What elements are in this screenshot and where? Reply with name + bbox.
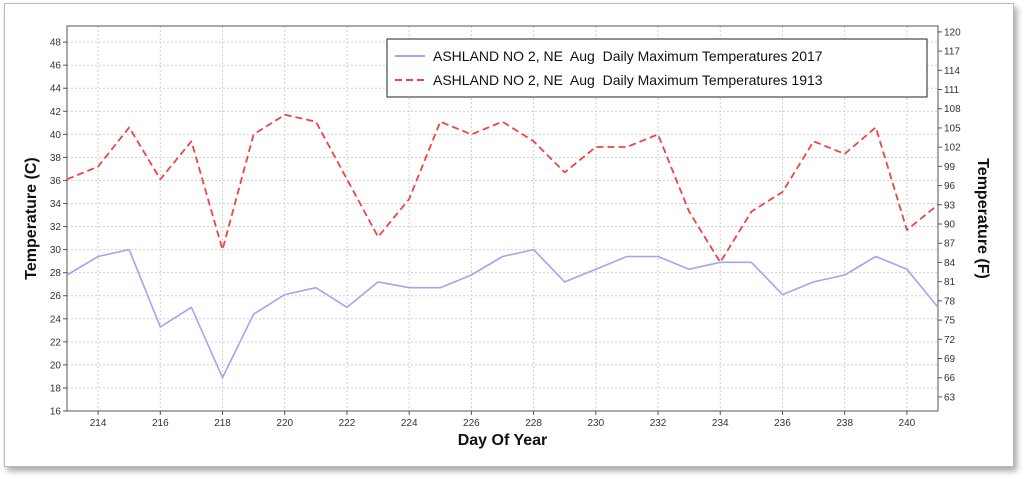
chart-frame: 16 18 20 22 24 26 28 30 32 34 36 38 40 42 44 46 48 63 66 6… [4, 3, 1014, 467]
y-right-tick-label: 105 [944, 123, 961, 134]
series-line-2017 [66, 248, 939, 379]
y-axis-title-right: Temperature (F) [974, 158, 991, 279]
y-tick-label: 26 [50, 291, 62, 302]
y-right-tick-label: 87 [944, 239, 956, 250]
legend-box [386, 38, 928, 98]
x-axis-title: Day Of Year [458, 432, 548, 449]
x-tick-label: 238 [836, 418, 853, 429]
y-right-tick-label: 120 [944, 27, 961, 38]
x-tick-label: 236 [774, 418, 791, 429]
legend: ASHLAND NO 2, NE Aug Daily Maximum Tempe… [386, 38, 928, 98]
y-axis-title-left: Temperature (C) [23, 157, 40, 279]
plot-area [66, 25, 939, 412]
y-tick-label: 34 [50, 199, 62, 210]
y-tick-label: 22 [50, 337, 62, 348]
y-tick-label: 40 [50, 130, 62, 141]
x-axis-ticks: 214 216 218 220 222 224 226 228 230 232 234 236 238 2… [90, 411, 916, 429]
y-right-tick-label: 99 [944, 162, 956, 173]
legend-label-1913: ASHLAND NO 2, NE Aug Daily Maximum Tempe… [433, 72, 823, 88]
y-tick-label: 36 [50, 176, 62, 187]
x-tick-label: 226 [463, 418, 480, 429]
y-right-tick-label: 96 [944, 181, 956, 192]
y-right-tick-label: 117 [944, 47, 960, 58]
legend-label-2017: ASHLAND NO 2, NE Aug Daily Maximum Tempe… [433, 48, 823, 64]
y-tick-label: 48 [50, 38, 62, 49]
y-right-tick-label: 69 [944, 354, 956, 365]
y-tick-label: 16 [50, 407, 62, 418]
y-right-tick-label: 114 [944, 66, 960, 77]
right-axis-ticks: 63 66 69 72 75 78 81 84 87 90 93 96 99 102 105 108 111 11… [938, 27, 961, 403]
y-right-tick-label: 78 [944, 296, 956, 307]
y-tick-label: 30 [50, 245, 62, 256]
x-tick-label: 234 [712, 418, 729, 429]
y-tick-label: 32 [50, 222, 62, 233]
y-right-tick-label: 84 [944, 258, 956, 269]
x-tick-label: 214 [90, 418, 107, 429]
series-line-1913 [66, 113, 939, 264]
x-tick-label: 232 [650, 418, 667, 429]
y-tick-label: 44 [50, 84, 62, 95]
y-right-tick-label: 75 [944, 316, 956, 327]
y-right-tick-label: 72 [944, 335, 956, 346]
y-tick-label: 20 [50, 360, 62, 371]
y-right-tick-label: 66 [944, 373, 956, 384]
x-tick-label: 222 [339, 418, 356, 429]
y-right-tick-label: 111 [944, 85, 960, 96]
y-tick-label: 46 [50, 61, 62, 72]
y-tick-label: 28 [50, 268, 62, 279]
y-right-tick-label: 93 [944, 200, 956, 211]
y-tick-label: 38 [50, 153, 62, 164]
x-tick-label: 228 [525, 418, 542, 429]
y-right-tick-label: 102 [944, 143, 961, 154]
x-tick-label: 218 [214, 418, 231, 429]
x-tick-label: 230 [587, 418, 604, 429]
x-tick-label: 220 [276, 418, 293, 429]
series-layer [66, 113, 939, 379]
y-right-tick-label: 108 [944, 104, 961, 115]
x-tick-label: 216 [152, 418, 169, 429]
y-right-tick-label: 90 [944, 220, 956, 231]
x-tick-label: 240 [899, 418, 916, 429]
y-right-tick-label: 81 [944, 277, 956, 288]
y-right-tick-label: 63 [944, 392, 956, 403]
left-axis-ticks: 16 18 20 22 24 26 28 30 32 34 36 38 40 42 44 46 48 [50, 38, 67, 418]
y-tick-label: 24 [50, 314, 62, 325]
y-tick-label: 18 [50, 383, 62, 394]
y-tick-label: 42 [50, 107, 62, 118]
x-tick-label: 224 [401, 418, 418, 429]
